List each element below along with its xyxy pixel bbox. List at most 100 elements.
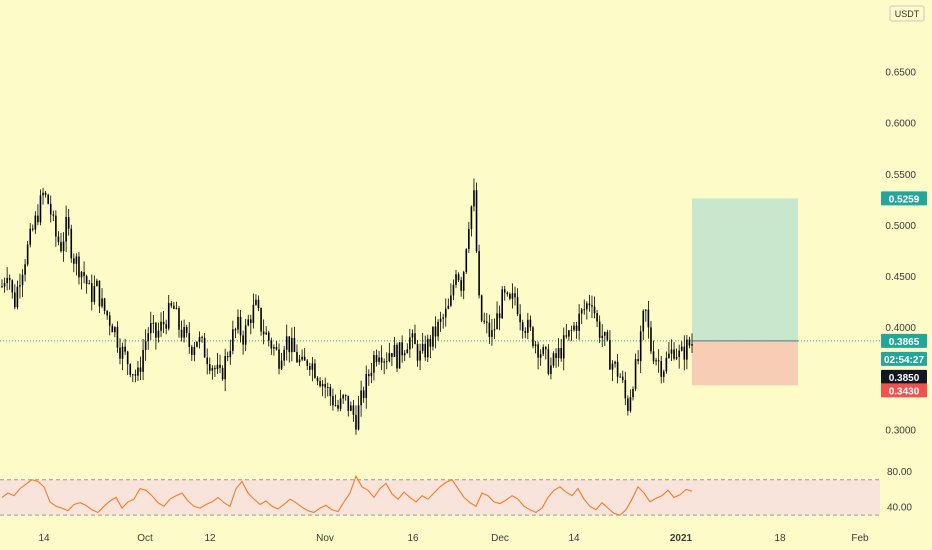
stop-loss-badge: 0.3430 [881,383,927,398]
candle-body [524,331,527,333]
currency-badge[interactable]: USDT [889,5,925,22]
candle-body [257,299,260,309]
candle-body [306,360,309,366]
candle-body [319,381,321,387]
candle-body [93,286,96,302]
candle-body [416,344,419,361]
candle-body [96,280,98,287]
candle-body [219,364,221,368]
candle-body [149,322,152,334]
candle-body [39,195,42,223]
stop-loss-badge-text: 0.3430 [889,386,920,397]
candle-body [511,293,514,299]
candle-body [42,192,44,196]
rsi-tick-label: 80.00 [887,467,912,478]
price-axis[interactable]: 0.6500 0.6000 0.5500 0.5000 0.4500 0.4000 0.30… [885,68,916,514]
candle-body [468,229,470,250]
candle-body [657,360,660,362]
candle-body [62,241,65,252]
candle-body [321,383,324,387]
candle-body [424,343,427,358]
candle-body [393,344,396,357]
candle-body [44,192,47,195]
candle-body [462,272,465,291]
candle-body [598,321,601,338]
candle-body [583,309,586,311]
candle-body [660,361,663,377]
candle-body [342,395,344,399]
candle-body [470,206,473,230]
candle-body [291,337,293,353]
candle-body [573,325,575,330]
candle-body [49,203,52,215]
stop-loss-badge-bg [881,383,927,398]
last-price-badge-bg [881,333,927,348]
candle-body [498,313,501,319]
candle-body [339,398,342,409]
candle-body [519,314,521,323]
candle-body [647,309,650,328]
candle-body [655,360,657,362]
candle-body [491,330,493,337]
take-profit-zone [692,198,798,341]
candle-body [280,360,283,369]
candle-body [391,353,393,357]
rsi-panel [0,474,880,516]
candle-body [375,355,378,362]
candle-body [632,388,634,398]
candle-body [360,390,362,406]
candle-body [627,398,629,411]
candle-body [57,236,60,243]
candle-body [344,395,347,397]
candle-body [609,339,611,370]
candle-body [111,325,114,333]
candle-body [21,274,24,286]
candle-body [562,335,565,359]
candle-body [539,354,542,358]
candle-body [534,344,537,347]
candle-body [142,349,144,372]
candle-body [557,347,560,359]
candle-body [332,396,334,406]
candle-body [303,356,306,361]
candle-body [588,303,591,306]
candle-body [650,327,652,352]
candle-body [237,316,239,330]
candle-body [637,359,639,362]
candle-body [398,342,401,369]
candle-body [575,325,578,331]
candle-body [75,256,78,264]
candle-body [529,319,532,328]
candle-body [270,340,273,349]
candle-body [552,353,555,366]
candle-body [639,331,642,362]
candle-body [337,405,339,409]
candle-body [206,357,209,365]
candle-body [429,338,432,347]
time-axis[interactable]: 14 Oct 12 Nov 16 Dec 14 2021 18 Feb [38,533,869,544]
countdown-badge-bg [881,351,927,366]
candle-body [568,330,570,337]
candle-body [634,359,637,389]
candle-body [34,215,37,230]
candle-body [180,329,183,338]
candle-body [419,350,421,361]
candle-body [380,357,383,363]
candle-body [619,376,621,378]
time-tick-label: 16 [407,533,419,544]
candle-body [621,376,624,381]
candle-body [401,342,403,356]
candle-body [550,365,552,375]
candle-body [90,283,93,302]
candle-body [47,194,49,204]
candles [1,178,693,435]
candle-body [144,341,147,350]
candle-body [475,190,478,252]
candle-body [668,353,670,358]
candle-body [488,322,491,337]
candle-body [116,327,119,348]
candle-body [452,284,455,296]
candle-body [83,272,85,277]
